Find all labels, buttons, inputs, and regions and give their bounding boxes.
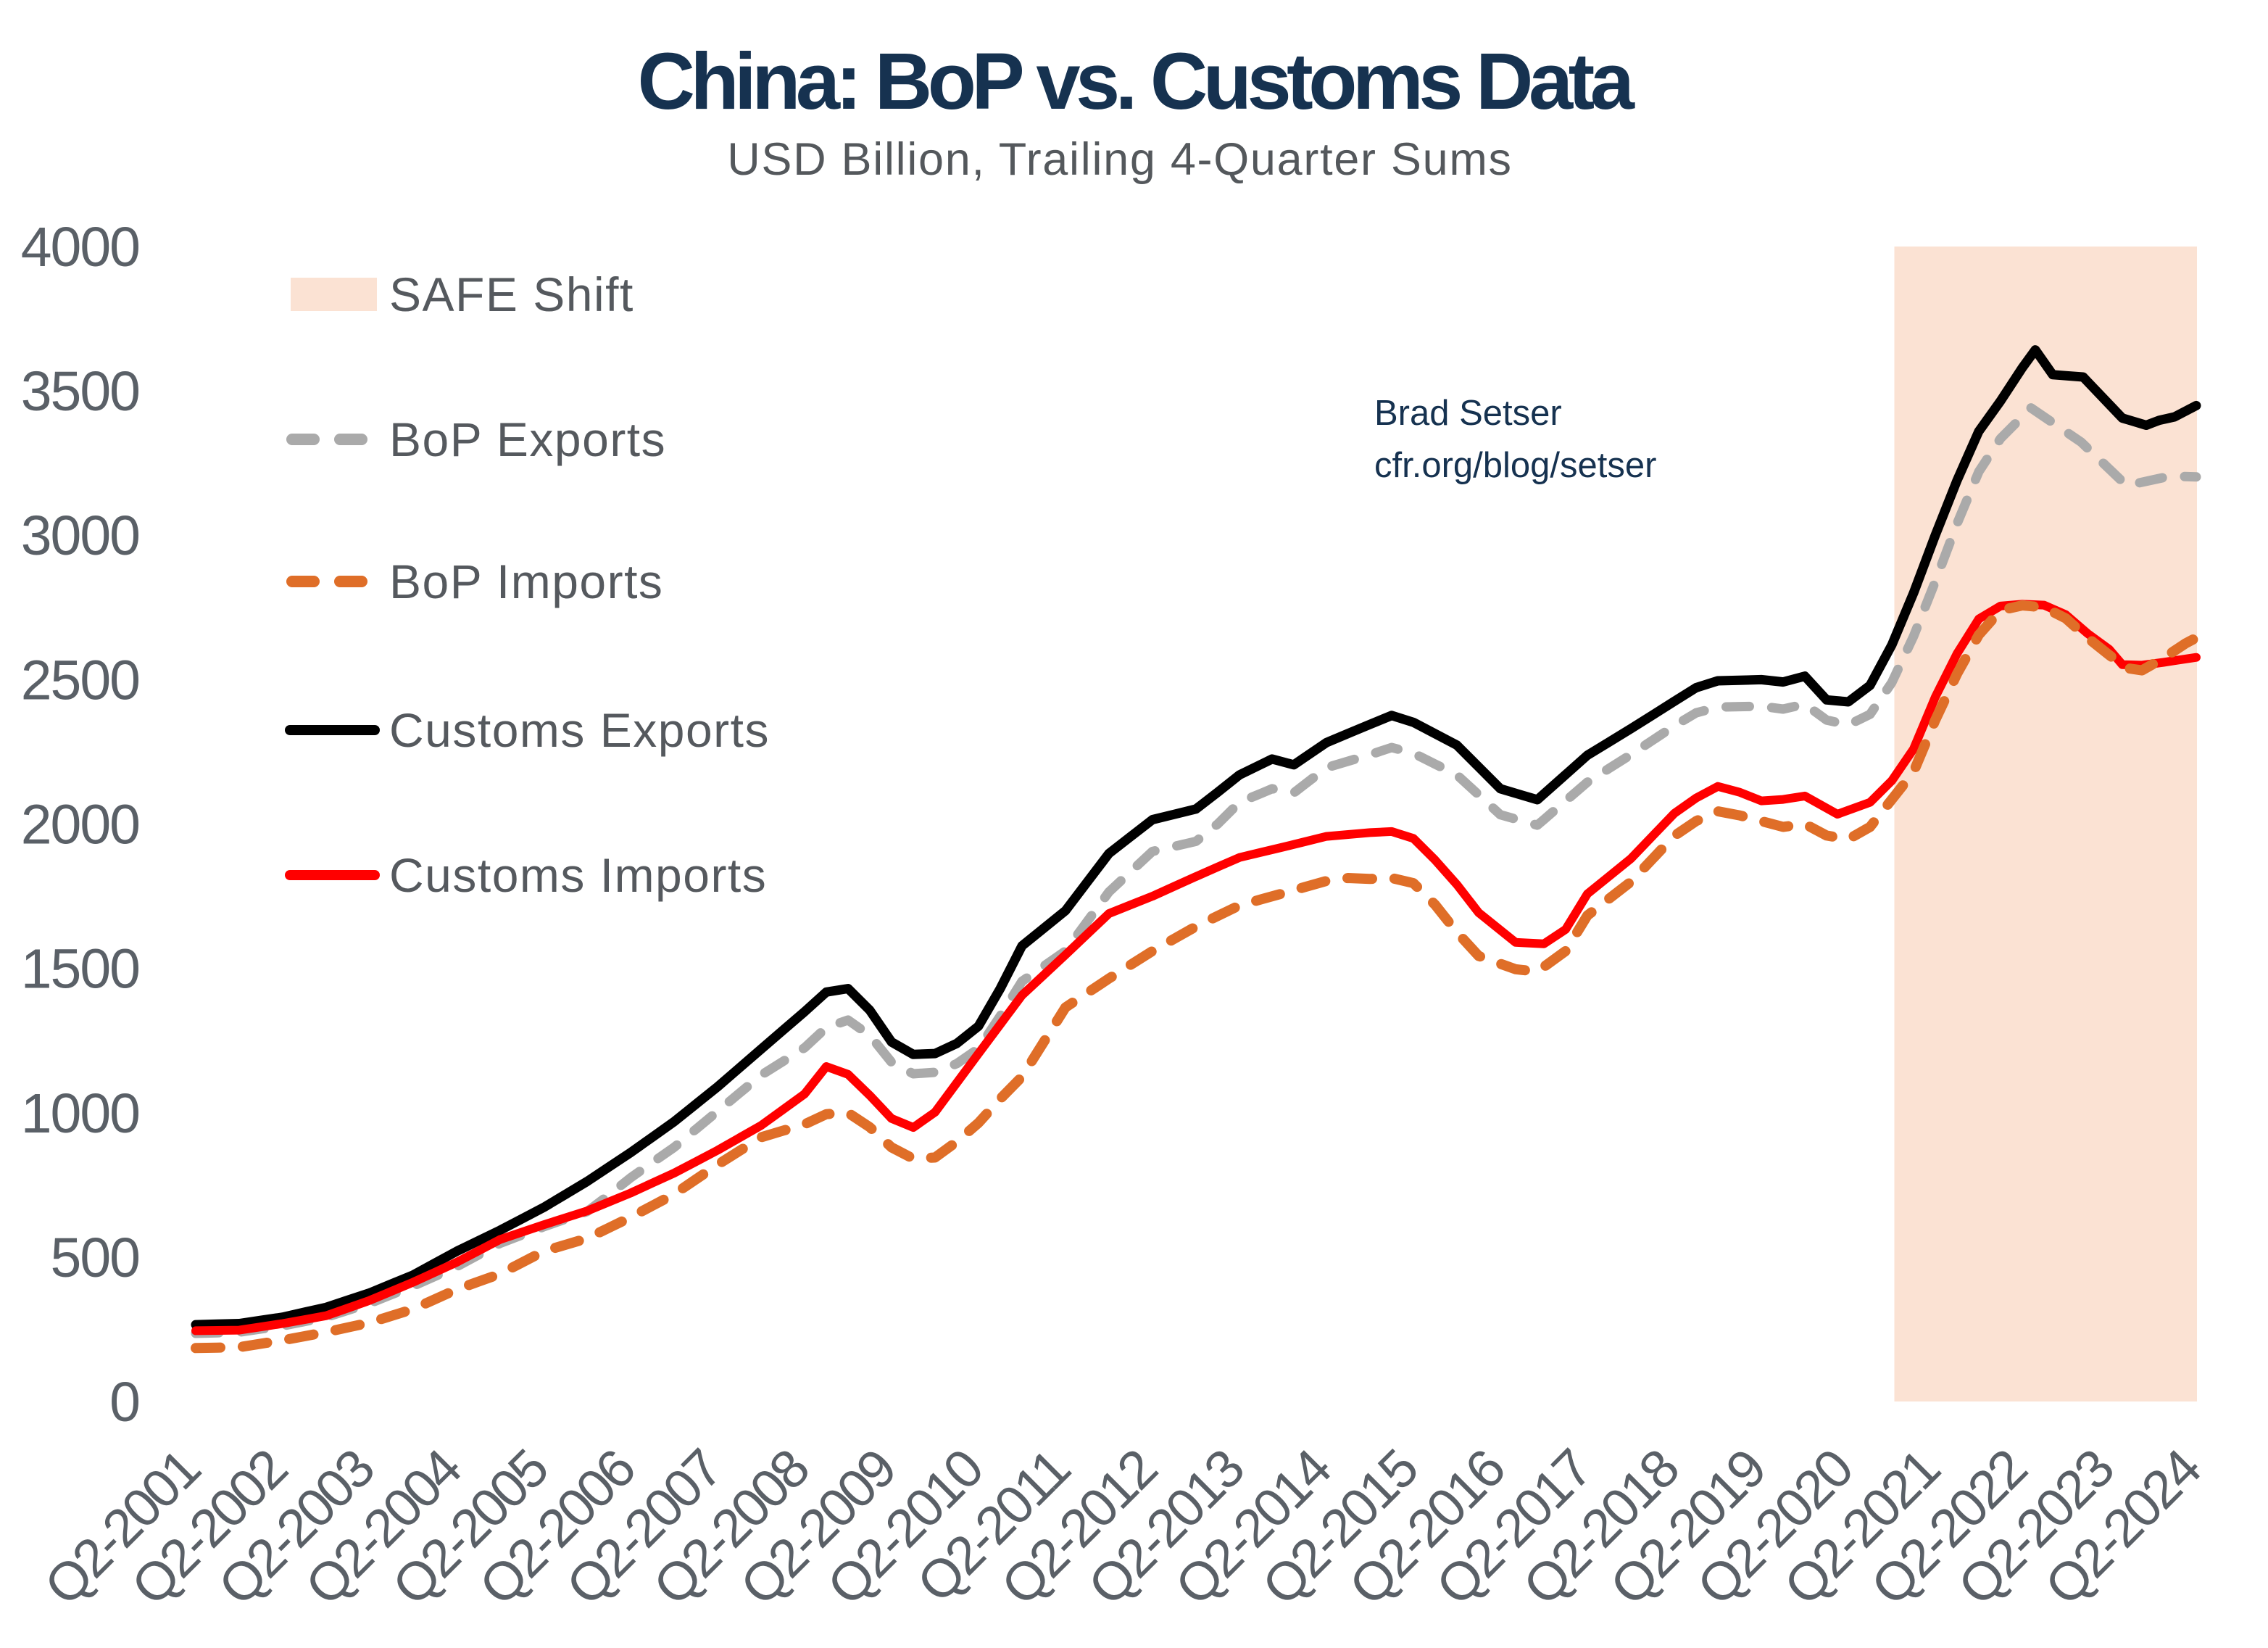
svg-text:3000: 3000 [21,505,139,567]
svg-text:Brad Setser: Brad Setser [1374,394,1562,433]
svg-text:BoP Imports: BoP Imports [389,555,663,608]
svg-text:Customs Imports: Customs Imports [389,848,767,902]
svg-text:cfr.org/blog/setser: cfr.org/blog/setser [1374,446,1656,485]
svg-text:BoP Exports: BoP Exports [389,413,666,466]
svg-text:500: 500 [51,1227,139,1289]
svg-text:3500: 3500 [21,360,139,423]
svg-text:1000: 1000 [21,1082,139,1145]
svg-text:4000: 4000 [21,216,139,278]
svg-text:0: 0 [109,1371,139,1433]
svg-text:1500: 1500 [21,938,139,1001]
svg-text:2500: 2500 [21,649,139,711]
svg-text:Customs Exports: Customs Exports [389,703,770,757]
svg-text:USD Billion, Trailing 4-Quarte: USD Billion, Trailing 4-Quarter Sums [727,134,1513,185]
svg-text:2000: 2000 [21,794,139,856]
svg-text:China: BoP vs. Customs Data: China: BoP vs. Customs Data [638,37,1635,126]
svg-text:SAFE Shift: SAFE Shift [389,268,634,321]
